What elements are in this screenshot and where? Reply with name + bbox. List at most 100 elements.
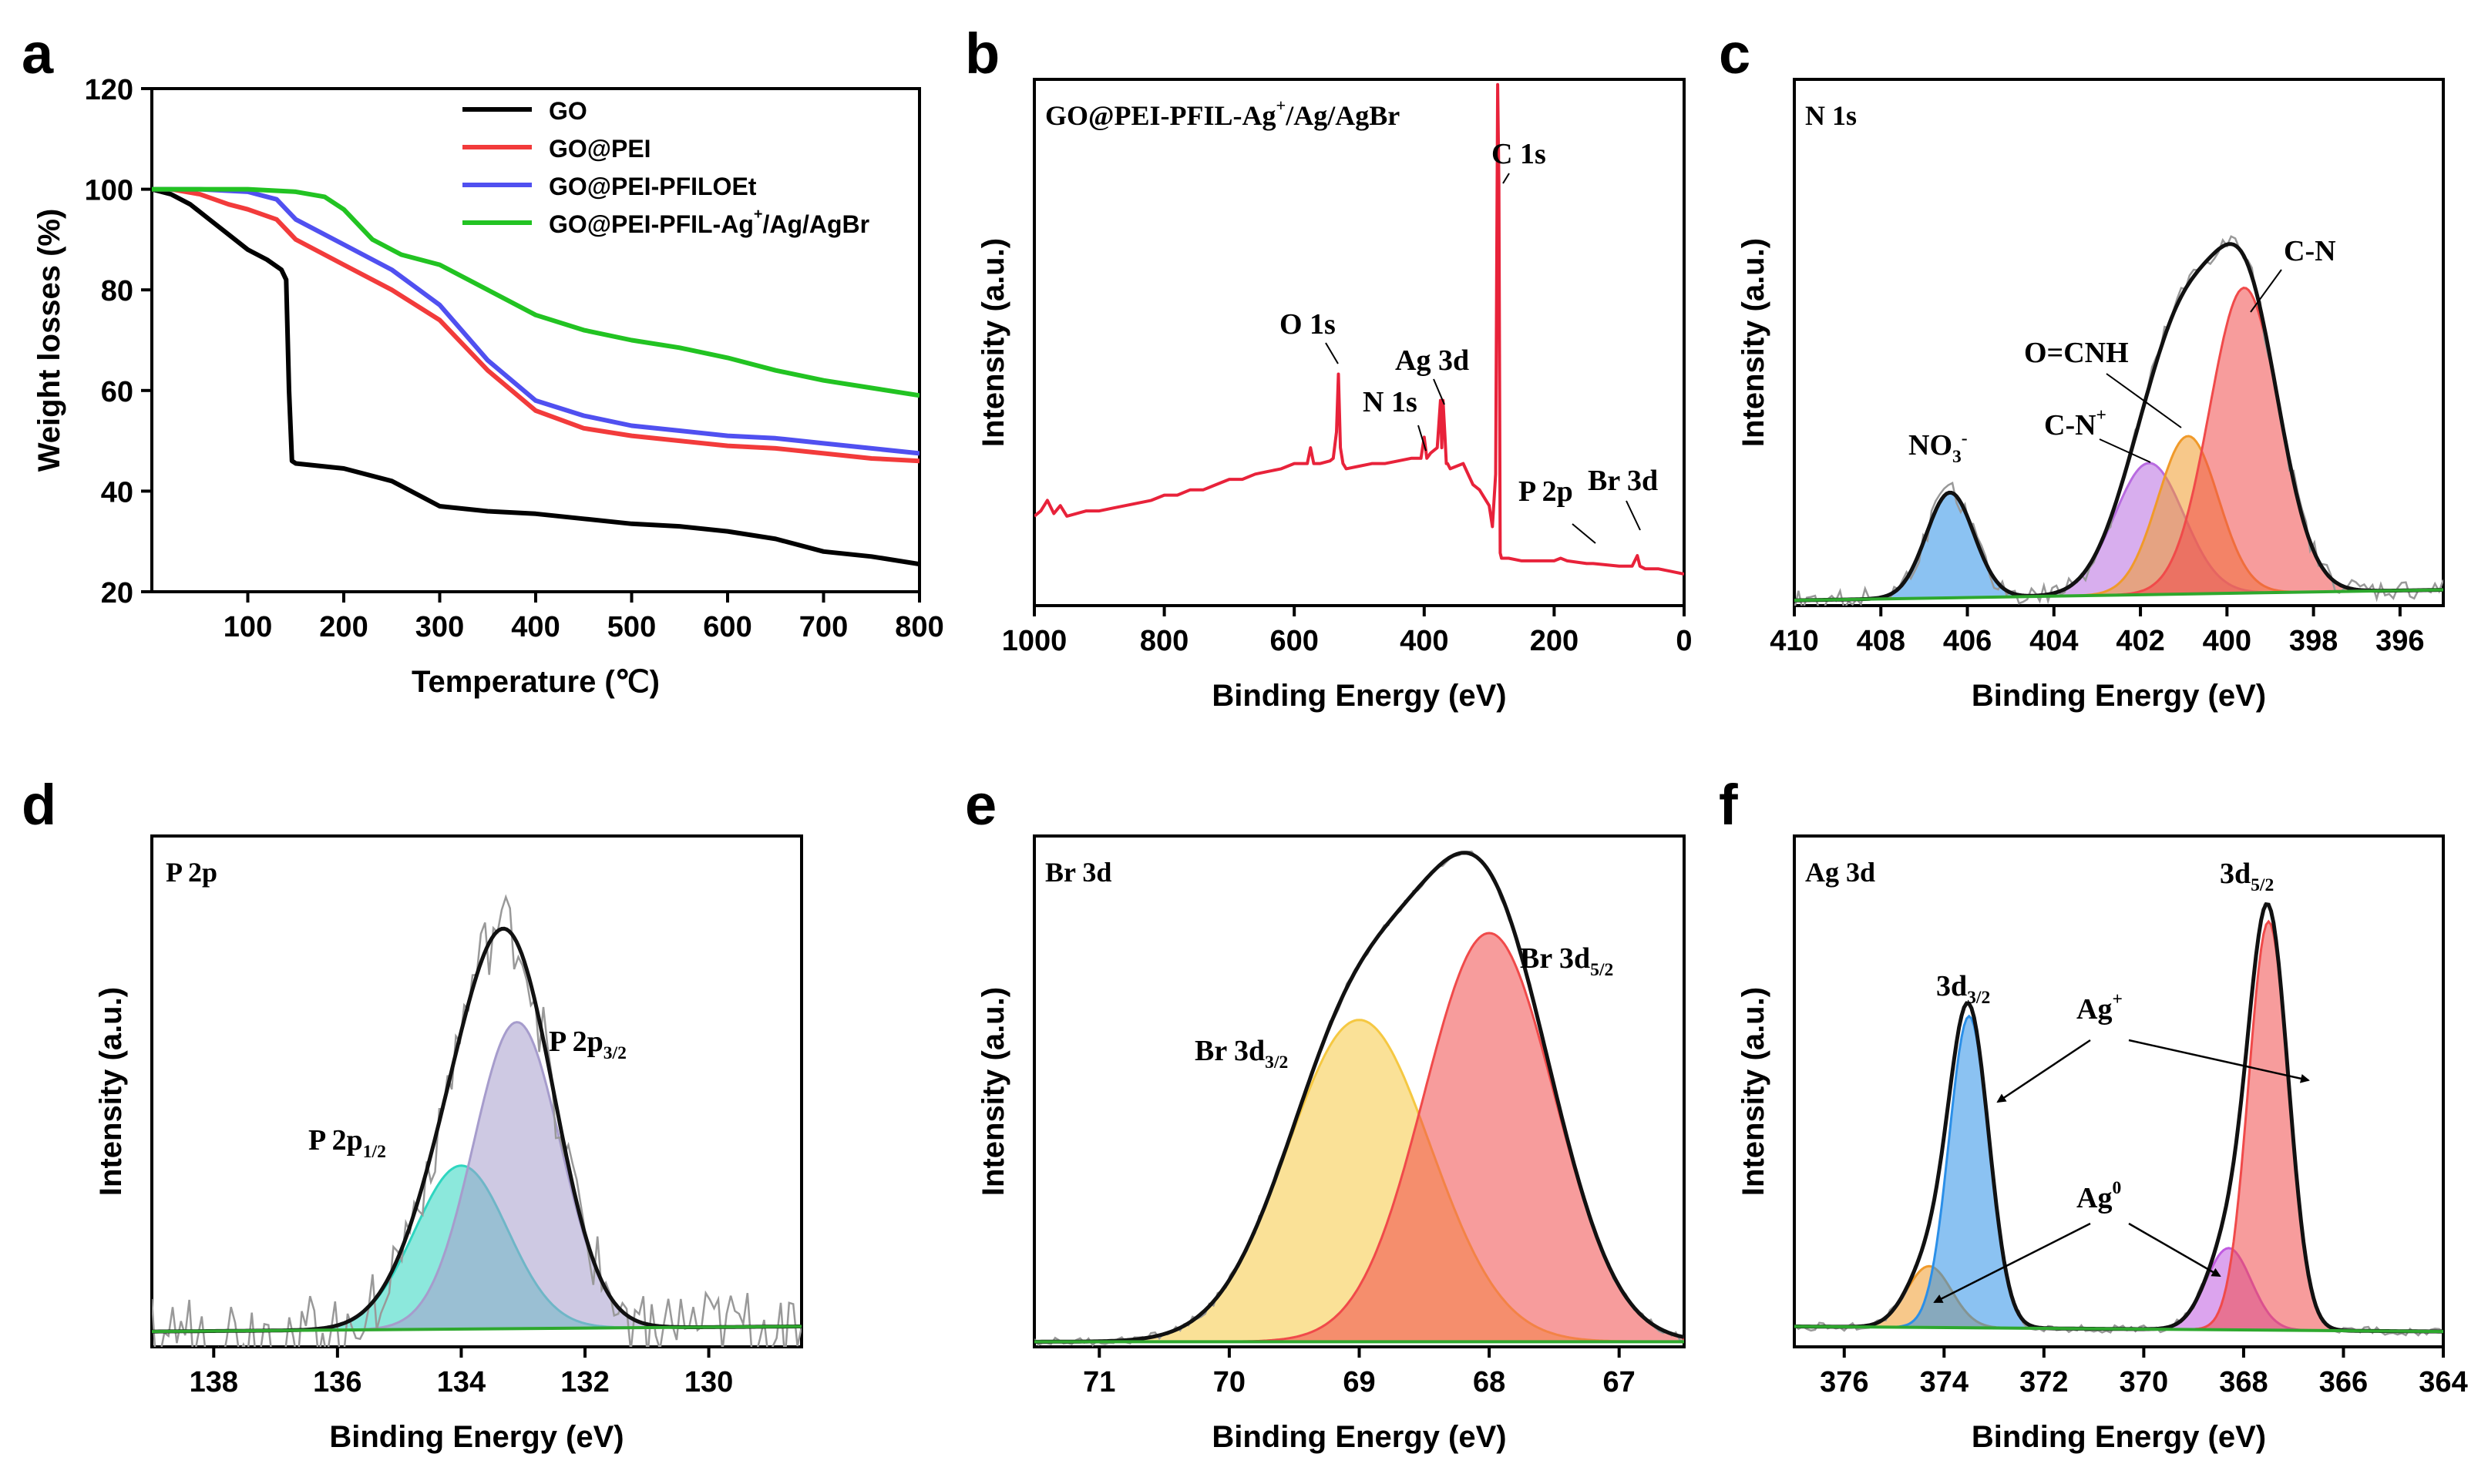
y-tick-label-a: 120 bbox=[85, 74, 133, 106]
baseline-c bbox=[1794, 588, 2443, 603]
annotation-leader-b-1 bbox=[1325, 342, 1339, 364]
chart-e: e 71 70 69 68 67 Binding Energy (eV) Intensity … bbox=[965, 773, 1686, 1454]
annotation-arrow-f-3-0 bbox=[1933, 1222, 2091, 1304]
peak-component-f-0 bbox=[1794, 1264, 2443, 1333]
annotation-c-3: NO3- bbox=[1908, 428, 1968, 467]
x-tick-label-e: 69 bbox=[1343, 1366, 1375, 1398]
y-axis-title-f: Intensity (a.u.) bbox=[1737, 987, 1770, 1196]
x-tick-label-e: 67 bbox=[1603, 1366, 1636, 1398]
x-tick-label-f: 372 bbox=[2019, 1366, 2068, 1398]
annotation-c-2: C-N+ bbox=[2044, 405, 2106, 442]
y-tick-label-a: 20 bbox=[101, 577, 133, 609]
legend-label-3: GO@PEI-PFIL-Ag+/Ag/AgBr bbox=[549, 206, 869, 238]
y-axis-title-c: Intensity (a.u.) bbox=[1737, 238, 1770, 447]
peak-component-d-1 bbox=[152, 1021, 802, 1333]
plot-frame-d bbox=[150, 834, 803, 1348]
annotation-f-2: Ag+ bbox=[2076, 989, 2123, 1026]
annotation-c-0: C-N bbox=[2284, 235, 2336, 267]
panel-title-f: Ag 3d bbox=[1805, 857, 1875, 888]
x-tick-label-c: 396 bbox=[2375, 625, 2424, 657]
plot-frame-b bbox=[1033, 78, 1686, 607]
y-axis-title-e: Intensity (a.u.) bbox=[977, 987, 1010, 1196]
y-tick-label-a: 100 bbox=[85, 175, 133, 207]
fit-envelope-c bbox=[1794, 242, 2443, 603]
x-tick-label-a: 300 bbox=[415, 611, 464, 643]
x-tick-label-c: 402 bbox=[2116, 625, 2164, 657]
x-axis-title-c: Binding Energy (eV) bbox=[1972, 679, 2266, 713]
x-tick-label-a: 700 bbox=[799, 611, 848, 643]
x-tick-label-d: 132 bbox=[560, 1366, 609, 1398]
panel-title-e: Br 3d bbox=[1045, 857, 1111, 888]
series-line-a-1 bbox=[152, 186, 920, 464]
peak-component-f-1 bbox=[1794, 1014, 2443, 1333]
annotation-arrow-f-2-0 bbox=[1996, 1039, 2091, 1103]
x-axis-title-f: Binding Energy (eV) bbox=[1972, 1420, 2266, 1454]
baseline-d bbox=[152, 1325, 802, 1334]
x-tick-label-d: 134 bbox=[437, 1366, 486, 1398]
x-axis-title-b: Binding Energy (eV) bbox=[1212, 679, 1506, 713]
x-tick-label-e: 68 bbox=[1473, 1366, 1505, 1398]
peak-component-c-1 bbox=[1794, 462, 2443, 602]
annotation-arrow-f-2-1 bbox=[2128, 1039, 2310, 1083]
baseline-f bbox=[1794, 1325, 2443, 1334]
plot-area-e bbox=[1034, 850, 1684, 1347]
x-tick-label-a: 400 bbox=[511, 611, 560, 643]
panel-letter-c: c bbox=[1719, 22, 1750, 86]
peak-component-f-3 bbox=[1794, 919, 2443, 1333]
annotation-f-3: Ag0 bbox=[2076, 1178, 2121, 1214]
fit-envelope-e bbox=[1034, 851, 1684, 1344]
annotation-b-4: P 2p bbox=[1518, 475, 1573, 508]
x-tick-label-b: 1000 bbox=[1002, 625, 1067, 657]
plot-frame-a bbox=[150, 87, 921, 593]
y-axis-title-b: Intensity (a.u.) bbox=[977, 238, 1010, 447]
panel-letter-e: e bbox=[965, 773, 997, 837]
x-axis-title-d: Binding Energy (eV) bbox=[329, 1420, 624, 1454]
chart-b: b 1000 800 600 400 200 0 Binding Energy (eV) Int… bbox=[965, 22, 1693, 713]
x-tick-label-b: 600 bbox=[1269, 625, 1318, 657]
x-tick-label-f: 370 bbox=[2120, 1366, 2168, 1398]
annotation-leader-c-1 bbox=[2106, 373, 2182, 428]
x-tick-label-a: 100 bbox=[224, 611, 272, 643]
plot-frame-f bbox=[1793, 834, 2445, 1348]
annotation-leader-b-3 bbox=[1417, 425, 1427, 452]
x-tick-label-f: 366 bbox=[2319, 1366, 2368, 1398]
legend-label-2: GO@PEI-PFILOEt bbox=[549, 173, 757, 200]
plot-area-a bbox=[152, 186, 920, 567]
x-tick-label-f: 368 bbox=[2219, 1366, 2268, 1398]
annotation-e-1: Br 3d3/2 bbox=[1195, 1035, 1288, 1073]
raw-data-f bbox=[1794, 903, 2443, 1337]
x-tick-label-f: 376 bbox=[1820, 1366, 1868, 1398]
x-axis-title-e: Binding Energy (eV) bbox=[1212, 1420, 1506, 1454]
x-tick-label-b: 200 bbox=[1530, 625, 1579, 657]
x-tick-label-c: 408 bbox=[1857, 625, 1905, 657]
annotation-b-2: Ag 3d bbox=[1395, 344, 1469, 377]
x-tick-label-e: 71 bbox=[1083, 1366, 1115, 1398]
x-tick-label-d: 136 bbox=[313, 1366, 361, 1398]
annotation-leader-c-0 bbox=[2250, 269, 2282, 313]
annotation-f-0: 3d5/2 bbox=[2220, 858, 2274, 895]
plot-area-f bbox=[1794, 901, 2443, 1337]
annotation-b-0: C 1s bbox=[1491, 138, 1546, 170]
annotation-b-5: Br 3d bbox=[1588, 465, 1658, 497]
y-tick-label-a: 40 bbox=[101, 476, 133, 509]
plot-area-c bbox=[1794, 235, 2443, 606]
panel-title-b: GO@PEI-PFIL-Ag+/Ag/AgBr bbox=[1045, 96, 1400, 131]
x-tick-label-a: 200 bbox=[319, 611, 368, 643]
panel-letter-a: a bbox=[22, 22, 54, 86]
x-tick-label-b: 400 bbox=[1400, 625, 1448, 657]
x-tick-label-c: 406 bbox=[1943, 625, 1992, 657]
annotation-f-1: 3d3/2 bbox=[1936, 970, 1990, 1008]
panel-title-d: P 2p bbox=[166, 857, 217, 888]
annotation-leader-c-2 bbox=[2099, 438, 2151, 463]
y-axis-title-a: Weight losses (%) bbox=[32, 209, 66, 472]
annotation-leader-b-0 bbox=[1502, 173, 1510, 184]
annotation-arrow-f-3-1 bbox=[2128, 1222, 2221, 1278]
chart-c: c 410 408 406 404 402 400 398 396 Binding Energy … bbox=[1719, 22, 2445, 713]
annotation-b-3: N 1s bbox=[1363, 386, 1417, 418]
annotation-leader-b-2 bbox=[1433, 378, 1445, 405]
legend-label-1: GO@PEI bbox=[549, 135, 651, 163]
chart-a: a 100 200 300 400 500 600 700 800 20 40 60 80 100 120 T… bbox=[22, 22, 944, 699]
fit-envelope-f bbox=[1794, 901, 2443, 1334]
annotation-d-1: P 2p1/2 bbox=[308, 1124, 386, 1162]
